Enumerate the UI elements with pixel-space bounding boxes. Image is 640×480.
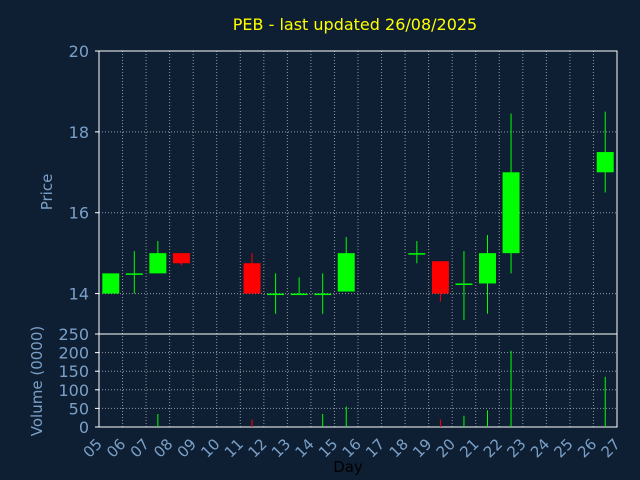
x-tick-label: 23	[503, 435, 529, 461]
candle-body	[125, 273, 143, 275]
x-tick-label: 12	[244, 435, 270, 461]
price-tick-label: 14	[69, 285, 89, 304]
x-tick-label: 18	[386, 435, 412, 461]
volume-tick-label: 150	[58, 362, 89, 381]
price-tick-label: 16	[69, 204, 89, 223]
x-tick-label: 22	[480, 435, 506, 461]
volume-frame	[98, 333, 618, 428]
x-tick-label: 08	[150, 435, 176, 461]
candle-body	[172, 253, 190, 264]
x-tick-label: 09	[174, 435, 200, 461]
price-panel: 14 16 18 20	[69, 42, 618, 427]
x-tick-label: 10	[197, 435, 223, 461]
volume-tick-label: 0	[79, 418, 89, 437]
candle-body	[455, 283, 473, 285]
volume-tick-label: 50	[69, 399, 89, 418]
x-tick-label: 17	[362, 435, 388, 461]
candle-body	[149, 253, 167, 274]
x-tick-label: 11	[221, 435, 247, 461]
x-axis-label: Day	[333, 458, 363, 476]
price-tick-label: 20	[69, 42, 89, 61]
volume-tick-label: 250	[58, 325, 89, 344]
candle-body	[314, 293, 332, 296]
x-tick-label: 13	[268, 435, 294, 461]
x-tick-label: 27	[598, 435, 624, 461]
candle-body	[267, 293, 285, 296]
candle-body	[290, 293, 308, 296]
candle-body	[102, 273, 120, 294]
x-tick-label: 24	[527, 435, 553, 461]
candle-body	[431, 261, 449, 294]
candle-body	[596, 152, 614, 173]
chart-title: PEB - last updated 26/08/2025	[233, 15, 477, 34]
x-tick-label: 25	[551, 435, 577, 461]
volume-tick-label: 200	[58, 344, 89, 363]
x-tick-label: 21	[456, 435, 482, 461]
price-tick-label: 18	[69, 123, 89, 142]
volume-axis-label: Volume (0000)	[28, 326, 46, 436]
x-tick-label: 26	[574, 435, 600, 461]
candle-body	[408, 253, 426, 255]
x-tick-label: 19	[409, 435, 435, 461]
candle-body	[337, 253, 355, 292]
candle-body	[479, 253, 496, 284]
candle-body	[502, 172, 520, 254]
x-tick-label: 05	[80, 435, 106, 461]
candle-body	[243, 263, 261, 294]
price-axis-label: Price	[38, 174, 56, 211]
x-tick-label: 07	[127, 435, 153, 461]
x-tick-label: 06	[103, 435, 129, 461]
x-tick-label: 14	[292, 435, 318, 461]
volume-tick-label: 100	[58, 381, 89, 400]
x-tick-label: 20	[433, 435, 459, 461]
